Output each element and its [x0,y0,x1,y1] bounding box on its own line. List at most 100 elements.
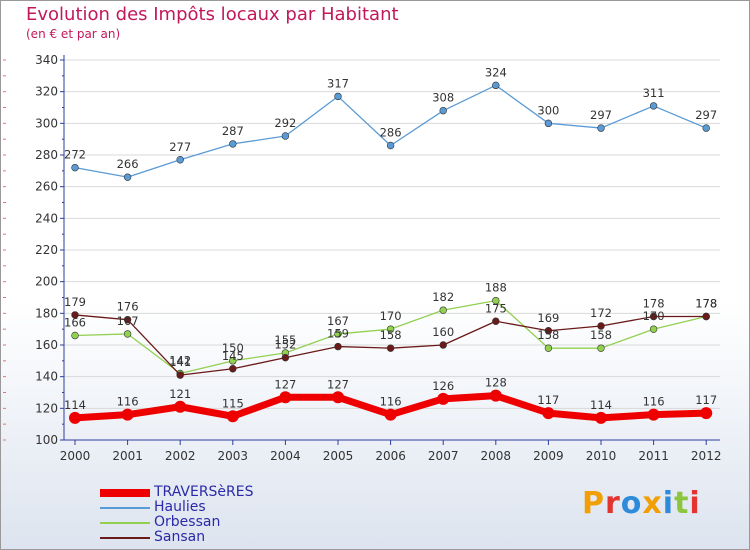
chart-subtitle: (en € et par an) [26,27,121,41]
data-label: 179 [64,295,86,309]
data-label: 175 [485,301,507,315]
data-point [176,156,184,164]
data-label: 158 [537,328,559,342]
x-tick-label: 2000 [60,449,91,463]
data-point [649,312,658,321]
data-point [123,315,132,324]
data-point [384,408,397,421]
data-point [544,119,553,128]
brand-letter: o [620,486,643,521]
data-label: 308 [432,91,454,105]
data-label: 158 [380,328,402,342]
data-point [229,365,237,373]
data-label: 160 [432,325,454,339]
brand-letter: i [662,486,675,521]
data-label: 170 [380,309,402,323]
y-tick-label: 300 [35,116,58,130]
data-label: 126 [432,379,454,393]
data-label: 172 [590,306,612,320]
data-label: 141 [169,355,191,369]
data-label: 155 [274,333,296,347]
data-point [702,124,710,132]
data-point [279,391,292,404]
data-label: 142 [169,354,191,368]
data-label: 292 [274,116,296,130]
data-label: 145 [222,349,244,363]
y-tick-label: 120 [35,401,58,415]
data-point [71,331,79,340]
data-point [597,322,605,330]
x-tick-label: 2008 [481,449,512,463]
y-tick-label: 200 [35,275,58,289]
data-point [386,344,395,352]
data-label: 297 [590,108,612,122]
data-point [334,342,342,351]
data-point [595,411,607,424]
data-point [649,325,658,333]
data-label: 152 [274,338,296,352]
chart-title: Evolution des Impôts locaux par Habitant [26,4,399,25]
data-label: 117 [537,393,559,407]
data-label: 277 [169,140,191,154]
data-label: 114 [590,398,612,412]
data-label: 169 [537,311,559,325]
data-label: 266 [117,157,139,171]
data-point [71,163,79,172]
data-point [647,408,660,421]
data-point [489,389,502,402]
data-label: 178 [695,297,717,311]
data-point [332,391,344,404]
data-point [492,296,500,305]
data-point [121,408,134,421]
data-point [334,330,342,338]
data-label: 178 [643,297,665,311]
data-point [542,407,555,420]
data-label: 127 [327,377,349,391]
legend-swatch-traverseres [100,489,150,497]
brand-letter: i [689,486,701,521]
data-label: 311 [643,86,665,100]
data-point [334,92,342,101]
data-point [176,371,184,379]
data-point [281,132,290,140]
data-point [492,81,500,90]
x-tick-label: 2002 [165,449,196,463]
legend-swatch-haulies [100,507,150,509]
y-tick-label: 180 [35,306,58,320]
x-tick-label: 2009 [533,449,564,463]
data-label: 115 [222,396,244,410]
data-label: 116 [380,395,402,409]
data-point [544,344,553,352]
data-point [597,124,605,132]
data-point [386,141,395,150]
brand-letter: x [642,486,663,521]
data-label: 159 [327,327,349,341]
data-label: 287 [222,124,244,138]
data-label: 127 [274,377,296,391]
y-tick-label: 100 [35,433,58,447]
data-label: 121 [169,387,191,401]
brand-letter: t [674,486,690,521]
data-point [174,400,187,413]
data-point [649,102,658,110]
data-label: 116 [117,395,139,409]
data-label: 158 [590,328,612,342]
data-label: 317 [327,76,349,90]
x-tick-label: 2003 [218,449,249,463]
y-tick-label: 140 [35,370,58,384]
y-tick-label: 220 [35,243,58,257]
data-point [229,140,237,148]
data-label: 167 [327,314,349,328]
legend-swatch-orbessan [100,522,150,524]
data-label: 286 [380,126,402,140]
proxiti-logo: Proxiti [582,486,701,521]
x-tick-label: 2010 [586,449,617,463]
data-label: 272 [64,148,86,162]
data-label: 188 [485,281,507,295]
data-label: 116 [643,395,665,409]
x-tick-label: 2005 [323,449,354,463]
y-tick-label: 340 [35,53,58,67]
data-label: 150 [222,341,244,355]
x-tick-label: 2004 [270,449,301,463]
